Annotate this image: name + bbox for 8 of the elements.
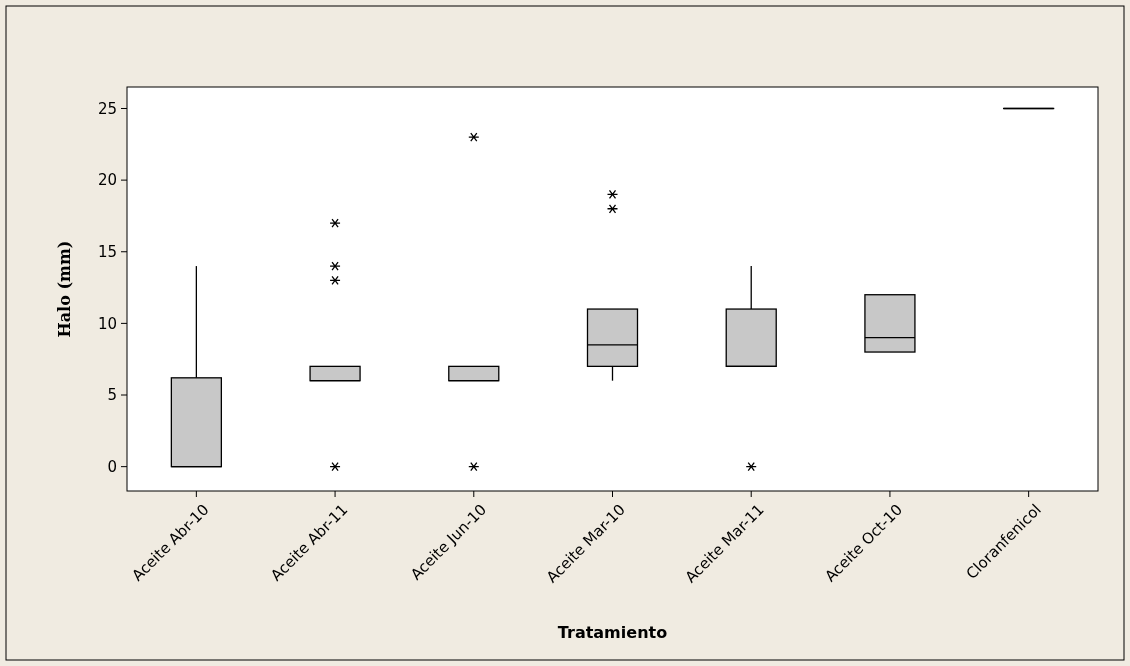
y-tick-label: 5 [107, 386, 117, 405]
y-axis-title: Halo (mm) [55, 240, 74, 338]
y-tick-label: 10 [97, 314, 117, 333]
y-tick-label: 25 [97, 99, 117, 118]
x-axis-title: Tratamiento [557, 623, 668, 642]
y-tick-label: 15 [97, 243, 117, 261]
y-tick-label: 20 [97, 171, 117, 190]
y-tick-label: 0 [107, 457, 117, 476]
